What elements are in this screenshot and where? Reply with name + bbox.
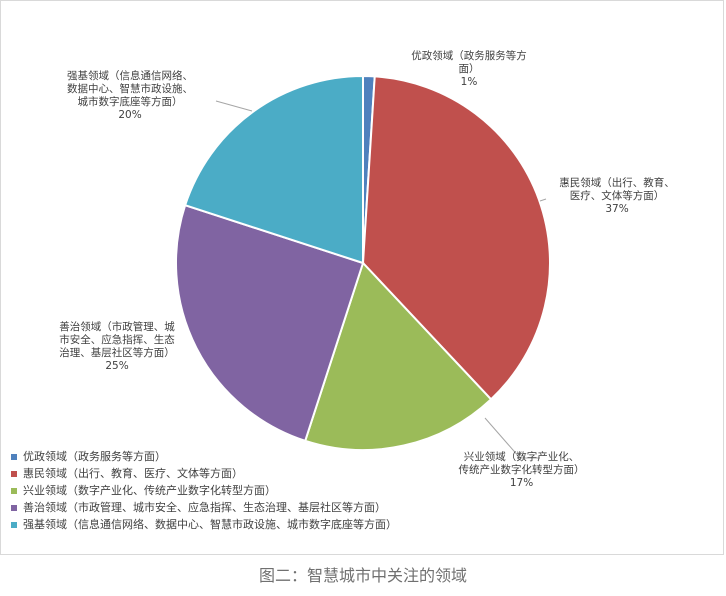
data-label-text: 善治领域（市政管理、城 — [59, 321, 175, 333]
data-label-text: 医疗、文体等方面） — [569, 190, 665, 202]
data-label-qiangji: 强基领域（信息通信网络、 数据中心、智慧市政设施、 城市数字底座等方面） 20% — [54, 70, 206, 122]
legend-item-xingye: 兴业领域（数字产业化、传统产业数字化转型方面） — [11, 482, 397, 499]
data-label-text: 传统产业数字化转型方面） — [458, 464, 585, 476]
data-label-percent: 1% — [460, 76, 478, 88]
data-label-huimin: 惠民领域（出行、教育、 医疗、文体等方面） 37% — [547, 177, 687, 216]
data-label-xingye: 兴业领域（数字产业化、 传统产业数字化转型方面） 17% — [444, 451, 599, 490]
leader-line-qiangji — [215, 100, 253, 112]
data-label-text: 面） — [458, 63, 480, 75]
data-label-text: 兴业领域（数字产业化、 — [463, 451, 580, 463]
data-label-text: 优政领域（政务服务等方 — [411, 50, 527, 62]
legend-swatch — [11, 470, 17, 477]
pie-slice-qiangji — [183, 74, 364, 265]
data-label-percent: 37% — [605, 203, 629, 215]
data-label-text: 惠民领域（出行、教育、 — [559, 177, 675, 189]
data-label-shanzhi: 善治领域（市政管理、城 市安全、应急指挥、生态 治理、基层社区等方面） 25% — [46, 321, 188, 373]
data-label-percent: 17% — [509, 477, 534, 489]
legend-item-huimin: 惠民领域（出行、教育、医疗、文体等方面） — [11, 465, 397, 482]
legend-label: 优政领域（政务服务等方面） — [23, 450, 166, 463]
data-label-percent: 25% — [105, 360, 129, 372]
legend-label: 惠民领域（出行、教育、医疗、文体等方面） — [23, 467, 243, 480]
legend-swatch — [11, 504, 17, 511]
data-label-text: 市安全、应急指挥、生态 — [59, 334, 175, 346]
pie-slice-xingye — [303, 261, 493, 451]
pie-chart — [175, 74, 551, 459]
leader-line-huimin — [539, 198, 547, 202]
data-label-youzheng: 优政领域（政务服务等方 面） 1% — [384, 50, 554, 89]
legend-item-youzheng: 优政领域（政务服务等方面） — [11, 448, 397, 465]
legend-swatch — [11, 521, 17, 528]
legend-label: 强基领域（信息通信网络、数据中心、智慧市政设施、城市数字底座等方面） — [23, 518, 397, 531]
legend-label: 兴业领域（数字产业化、传统产业数字化转型方面） — [23, 484, 276, 497]
leader-line-xingye — [484, 417, 540, 459]
legend-swatch — [11, 487, 17, 494]
data-label-percent: 20% — [118, 109, 142, 121]
legend-swatch — [11, 453, 17, 460]
data-label-text: 强基领域（信息通信网络、 — [67, 70, 193, 82]
data-label-text: 数据中心、智慧市政设施、 — [67, 83, 193, 95]
data-label-text: 城市数字底座等方面） — [77, 96, 183, 108]
legend: 优政领域（政务服务等方面） 惠民领域（出行、教育、医疗、文体等方面） 兴业领域（数字… — [11, 448, 397, 533]
legend-item-shanzhi: 善治领域（市政管理、城市安全、应急指挥、生态治理、基层社区等方面） — [11, 499, 397, 516]
data-label-text: 治理、基层社区等方面） — [59, 347, 175, 359]
pie-slice-huimin — [361, 75, 551, 401]
pie-slice-shanzhi — [175, 203, 365, 443]
legend-label: 善治领域（市政管理、城市安全、应急指挥、生态治理、基层社区等方面） — [23, 501, 386, 514]
figure-caption: 图二：智慧城市中关注的领域 — [258, 566, 467, 585]
legend-item-qiangji: 强基领域（信息通信网络、数据中心、智慧市政设施、城市数字底座等方面） — [11, 516, 397, 533]
